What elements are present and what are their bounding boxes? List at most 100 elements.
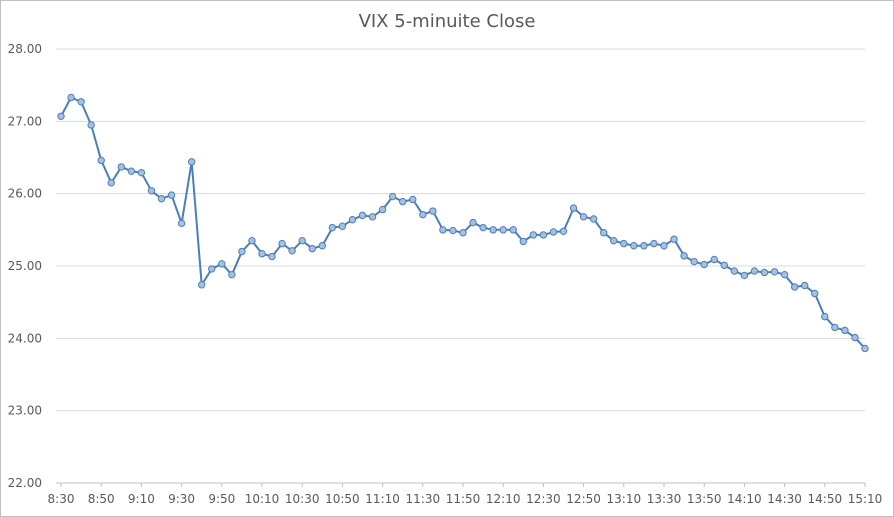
data-point <box>720 261 728 269</box>
data-point <box>187 158 196 166</box>
data-point <box>780 270 789 279</box>
data-point <box>670 235 678 243</box>
data-point <box>851 333 859 342</box>
data-point <box>479 223 487 232</box>
data-point <box>760 268 769 277</box>
data-point <box>449 226 457 235</box>
data-points <box>57 93 869 353</box>
data-point <box>459 229 467 237</box>
y-tick-label: 27.00 <box>8 114 42 128</box>
data-point <box>318 242 326 250</box>
data-point <box>429 207 437 215</box>
data-point <box>790 283 799 291</box>
data-point <box>228 270 236 279</box>
x-tick-label: 10:10 <box>245 492 280 506</box>
data-point <box>710 255 718 264</box>
gridlines <box>56 48 865 484</box>
data-point <box>660 242 668 250</box>
data-point <box>559 227 568 235</box>
data-point <box>549 228 558 236</box>
data-point <box>519 237 527 246</box>
data-point <box>208 265 216 273</box>
data-point <box>127 167 136 175</box>
data-point <box>529 231 538 239</box>
x-tick-label: 14:30 <box>767 492 802 506</box>
data-point <box>409 195 417 204</box>
data-point <box>399 197 407 206</box>
data-point <box>298 236 306 245</box>
x-tick-label: 13:30 <box>647 492 682 506</box>
x-tick-label: 9:10 <box>128 492 155 506</box>
data-point <box>117 163 126 171</box>
data-point <box>801 281 809 290</box>
x-tick-label: 12:10 <box>486 492 521 506</box>
data-point <box>107 179 115 187</box>
data-point <box>268 252 276 261</box>
data-point <box>650 239 658 248</box>
data-point <box>620 239 628 248</box>
x-tick-label: 11:50 <box>446 492 481 506</box>
data-point <box>137 168 146 177</box>
data-point <box>740 271 749 280</box>
x-tick-label: 13:10 <box>607 492 642 506</box>
x-tick-label: 9:50 <box>208 492 235 506</box>
x-tick-label: 12:30 <box>526 492 561 506</box>
data-point <box>589 215 598 223</box>
x-tick-label: 8:50 <box>88 492 115 506</box>
data-point <box>198 281 206 289</box>
data-point <box>348 216 357 224</box>
y-tick-label: 28.00 <box>8 42 42 56</box>
data-point <box>569 204 578 212</box>
data-point <box>238 247 246 256</box>
data-point <box>439 226 447 234</box>
data-point <box>821 312 829 321</box>
chart-title: VIX 5-minuite Close <box>358 11 536 32</box>
data-point <box>640 242 648 250</box>
x-tick-label: 9:30 <box>168 492 195 506</box>
y-tick-label: 26.00 <box>8 187 42 201</box>
data-point <box>489 226 497 234</box>
data-point <box>861 344 869 353</box>
data-point <box>690 257 698 266</box>
data-point <box>469 218 477 227</box>
y-tick-label: 23.00 <box>8 404 42 418</box>
data-point <box>730 267 739 275</box>
x-tick-label: 11:10 <box>365 492 400 506</box>
x-tick-label: 11:30 <box>406 492 441 506</box>
data-point <box>680 252 688 260</box>
x-tick-label: 13:50 <box>687 492 722 506</box>
data-point <box>358 211 367 220</box>
data-point <box>750 267 759 275</box>
data-point <box>218 260 226 268</box>
x-tick-label: 8:30 <box>48 492 75 506</box>
data-point <box>67 93 75 102</box>
data-point <box>610 236 618 245</box>
data-point <box>630 242 638 250</box>
x-tick-label: 12:50 <box>566 492 601 506</box>
data-point <box>831 323 839 332</box>
data-point <box>338 222 347 230</box>
data-point <box>579 213 588 221</box>
data-point <box>841 326 849 335</box>
data-point <box>147 187 156 195</box>
x-tick-label: 14:50 <box>808 492 843 506</box>
data-point <box>368 213 377 221</box>
data-point <box>258 250 266 258</box>
data-point <box>811 289 819 298</box>
x-tick-label: 10:30 <box>285 492 320 506</box>
data-point <box>278 239 286 248</box>
data-point <box>177 219 186 228</box>
x-tick-label: 15:10 <box>848 492 883 506</box>
data-point <box>770 268 779 276</box>
data-point <box>77 98 85 106</box>
data-point <box>57 112 65 120</box>
data-point <box>419 210 427 219</box>
data-point <box>248 236 256 245</box>
data-point <box>378 205 387 214</box>
data-point <box>388 192 397 201</box>
data-point <box>87 121 95 129</box>
y-axis-tick-labels: 22.00 23.00 24.00 25.00 26.00 27.00 28.00 <box>8 42 42 490</box>
data-point <box>288 247 296 255</box>
